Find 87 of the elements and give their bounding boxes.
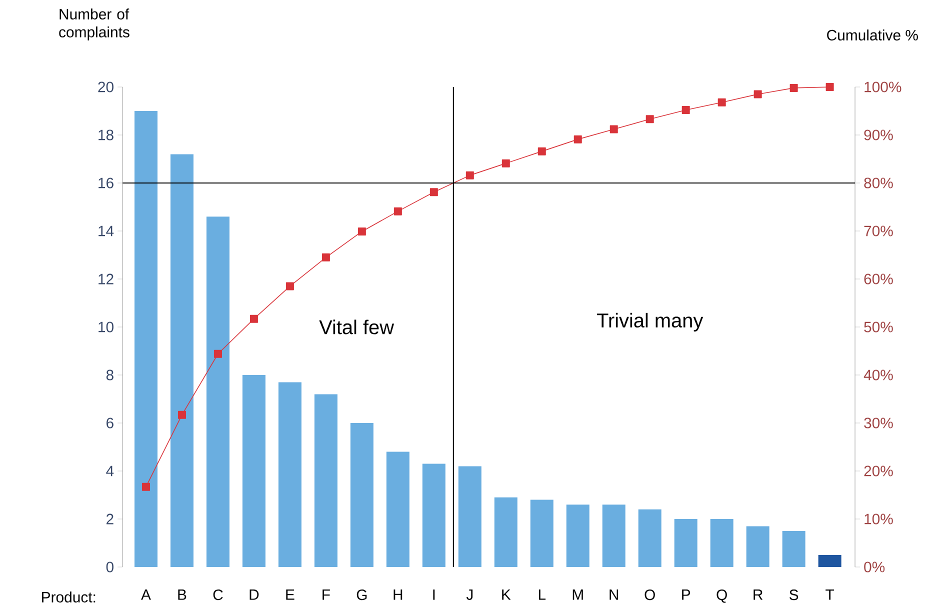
y-tick-label: 18 [98,130,114,140]
bar [782,531,806,567]
y-tick-label: 4 [106,466,114,476]
x-tick-label: A [141,590,151,600]
y-tick-label: 14 [98,226,114,236]
x-tick-label: O [644,590,655,600]
y-tick-label: 2 [106,514,114,524]
point [682,106,690,114]
x-tick-label: T [826,590,834,600]
point [502,159,510,168]
point [394,207,402,216]
point [574,135,582,144]
bar [278,382,302,567]
x-tick-label: I [433,590,435,600]
point [358,227,366,236]
point [322,253,330,262]
x-tick-label: E [286,590,294,600]
bar [710,519,734,567]
y-tick-label: 6 [106,418,114,428]
bar [386,452,410,567]
y2-tick-label: 70% [864,226,893,236]
point [718,98,726,106]
bar [422,464,446,567]
y2-tick-label: 10% [864,514,893,524]
bar [458,466,482,567]
y2-tick-label: 100% [864,82,902,92]
y2-tick-label: 80% [864,178,893,188]
x-tick-label: H [394,590,402,600]
y-tick-label: 8 [106,370,114,380]
x-tick-label: F [322,590,330,600]
bar [530,500,554,567]
bar [602,504,626,567]
y2-tick-label: 40% [864,370,893,380]
bar [170,154,194,567]
y2-tick-label: 30% [864,418,893,428]
point [286,282,294,290]
point [826,82,834,91]
point [178,410,186,419]
annotation: Trivial many [596,312,704,332]
bar [818,555,842,567]
point [646,115,654,124]
bar [350,423,374,567]
y2-tick-label: 20% [864,466,893,476]
bar [494,497,518,567]
y-tick-label: 12 [98,274,114,284]
x-tick-label: R [754,590,763,600]
bar [314,394,338,567]
x-tick-label: K [502,590,511,600]
y-tick-label: 10 [98,322,114,332]
bar [746,526,770,567]
x-axis-title: Product: [42,592,96,602]
y-tick-label: 0 [106,562,114,572]
point [610,125,618,134]
x-tick-label: N [610,590,618,600]
y2-tick-label: 90% [864,130,893,140]
x-tick-label: S [790,590,798,600]
x-tick-label: L [538,590,546,600]
point [250,314,258,323]
bar [206,216,230,567]
point [430,188,438,196]
bar [674,519,698,567]
y-tick-label: 20 [98,82,114,92]
y2-tick-label: 60% [864,274,893,284]
y-axis-title: Number of complaints [59,8,130,40]
point [754,90,762,98]
y2-tick-label: 0% [864,562,885,572]
x-tick-label: G [356,590,367,600]
x-tick-label: B [178,590,186,600]
x-tick-label: Q [716,590,727,603]
y2-tick-label: 50% [864,322,893,332]
point [466,171,474,180]
x-tick-label: P [682,590,690,600]
point [214,350,222,358]
x-tick-label: M [572,590,583,600]
bar [134,110,158,567]
x-tick-label: D [250,590,259,600]
point [538,147,546,156]
y-tick-label: 16 [98,178,114,188]
annotation: Vital few [319,320,394,334]
y2-axis-title: Cumulative % [827,30,918,40]
point [790,84,798,92]
point [142,482,150,491]
x-tick-label: J [466,590,473,600]
bar [566,504,590,567]
bar [638,509,662,567]
x-tick-label: C [213,590,223,600]
bar [242,374,266,567]
